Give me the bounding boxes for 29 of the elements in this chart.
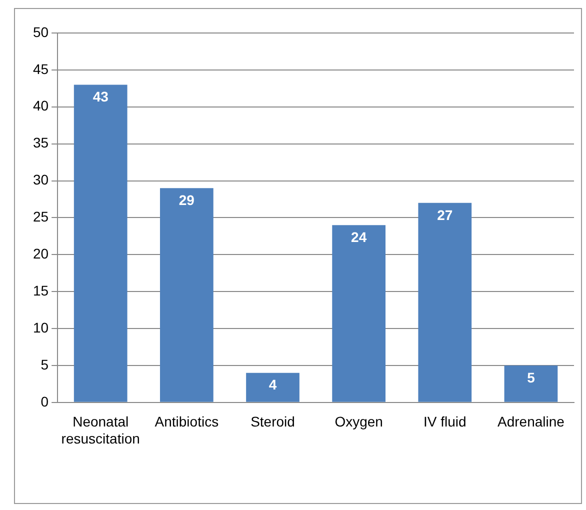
y-tick-label: 35 [32, 134, 49, 151]
y-tick-label: 25 [32, 208, 49, 225]
y-tick-label: 30 [32, 172, 49, 188]
data-label: 4 [268, 376, 277, 393]
y-tick-label: 50 [32, 24, 49, 40]
data-label: 43 [92, 88, 109, 105]
bar [332, 225, 386, 402]
x-tick-label: Adrenaline [497, 414, 565, 430]
bar [418, 202, 472, 402]
bar [74, 84, 128, 402]
bar [504, 365, 558, 402]
y-tick-label: 5 [40, 356, 49, 372]
data-label: 5 [527, 369, 536, 386]
y-tick-label: 10 [32, 319, 49, 336]
x-tick-label: Antibiotics [154, 414, 219, 430]
data-label: 27 [437, 206, 453, 223]
bar [246, 372, 300, 402]
y-tick-label: 40 [32, 98, 49, 114]
data-label: 24 [351, 228, 367, 245]
x-tick-label: Neonatal resuscitation [61, 414, 140, 446]
y-tick-label: 0 [40, 393, 49, 410]
y-tick-label: 20 [32, 246, 49, 262]
bar [160, 188, 214, 402]
x-tick-label: Steroid [250, 414, 295, 430]
y-tick-label: 15 [32, 282, 49, 298]
x-tick-label: Oxygen [334, 414, 383, 430]
x-tick-label: IV fluid [423, 414, 466, 430]
y-tick-label: 45 [32, 60, 49, 77]
data-label: 29 [178, 192, 195, 208]
